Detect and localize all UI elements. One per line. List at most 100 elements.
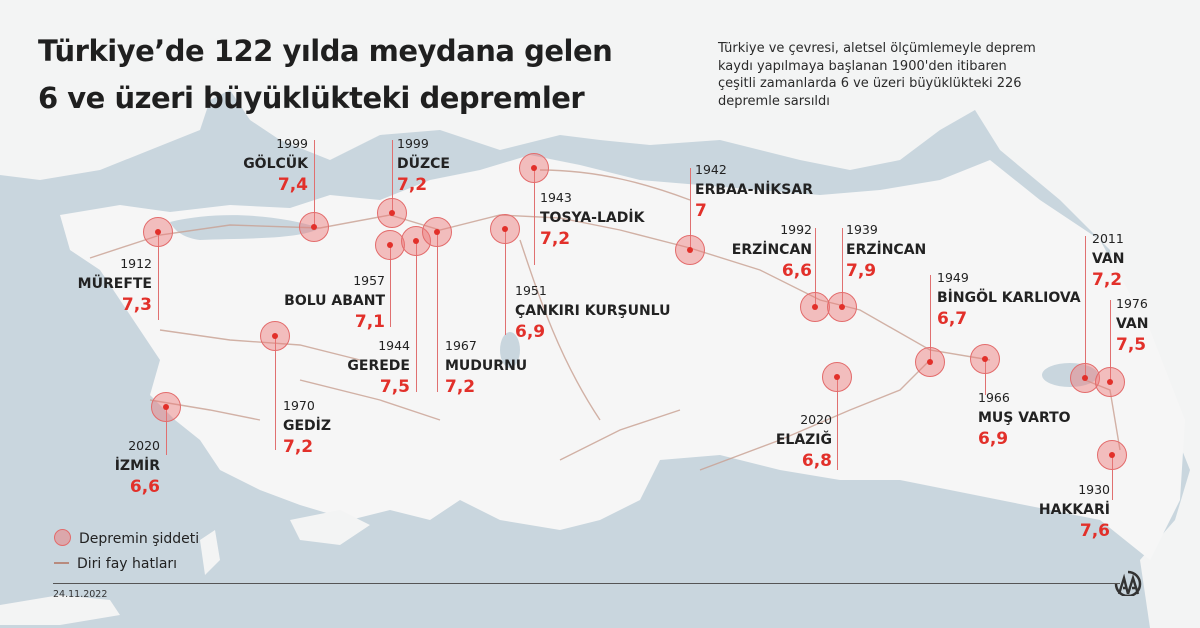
earthquake-magnitude: 7 — [695, 201, 707, 221]
earthquake-magnitude: 7,4 — [277, 175, 308, 195]
epicenter-dot — [1107, 379, 1113, 385]
earthquake-label: 1967 MUDURNU 7,2 — [445, 339, 528, 397]
earthquake-magnitude: 7,3 — [121, 295, 152, 315]
epicenter-dot — [311, 224, 317, 230]
earthquake-magnitude: 7,2 — [445, 377, 476, 397]
earthquake-year: 1966 — [978, 390, 1010, 405]
earthquake-place: VAN — [1116, 316, 1149, 332]
earthquake-year: 1951 — [515, 283, 547, 298]
fault-line-icon — [54, 562, 69, 564]
earthquake-label: 2020 ELAZIĞ 6,8 — [775, 412, 832, 470]
footer-divider — [53, 583, 1120, 584]
leader-line — [837, 377, 838, 470]
earthquake-place: ÇANKIRI KURŞUNLU — [515, 303, 671, 319]
earthquake-place: MÜREFTE — [77, 276, 152, 292]
epicenter-dot — [389, 210, 395, 216]
leader-line — [815, 228, 816, 307]
earthquake-label: 1944 GEREDE 7,5 — [347, 338, 410, 397]
epicenter-dot — [982, 356, 988, 362]
leader-line — [930, 275, 931, 362]
epicenter-dot — [531, 165, 537, 171]
earthquake-place: ERZİNCAN — [731, 242, 812, 258]
leader-line — [275, 336, 276, 450]
subtitle: Türkiye ve çevresi, aletsel ölçümlemeyle… — [718, 41, 1036, 109]
earthquake-label: 2011 VAN 7,2 — [1092, 231, 1124, 290]
earthquake-marker — [422, 217, 452, 247]
epicenter-dot — [155, 229, 161, 235]
earthquake-place: ERBAA-NİKSAR — [695, 182, 813, 198]
epicenter-dot — [1109, 452, 1115, 458]
earthquake-label: 1943 TOSYA-LADİK 7,2 — [540, 190, 645, 249]
earthquake-year: 2011 — [1092, 231, 1124, 246]
epicenter-dot — [1082, 375, 1088, 381]
earthquake-year: 2020 — [128, 438, 160, 453]
earthquake-label: 1949 BİNGÖL KARLIOVA 6,7 — [937, 270, 1081, 329]
epicenter-dot — [413, 238, 419, 244]
earthquake-magnitude: 7,5 — [1116, 335, 1147, 355]
epicenter-dot — [272, 333, 278, 339]
leader-line — [690, 168, 691, 250]
epicenter-dot — [812, 304, 818, 310]
earthquake-marker — [375, 230, 405, 260]
leader-line — [437, 232, 438, 392]
earthquake-place: İZMİR — [114, 458, 160, 474]
earthquake-year: 1944 — [378, 338, 410, 353]
leader-line — [985, 359, 986, 395]
earthquake-year: 2020 — [800, 412, 832, 427]
fault-lines — [89, 169, 1121, 471]
intensity-circle-icon — [54, 529, 71, 546]
leader-line — [390, 245, 391, 327]
earthquake-place: ELAZIĞ — [775, 432, 832, 448]
earthquake-place: MUŞ VARTO — [978, 410, 1071, 426]
marmara-sea — [170, 215, 320, 240]
earthquake-place: GEREDE — [347, 358, 410, 374]
earthquake-year: 1930 — [1078, 482, 1110, 497]
earthquake-label: 1966 MUŞ VARTO 6,9 — [978, 390, 1071, 449]
epicenter-dot — [839, 304, 845, 310]
earthquake-place: TOSYA-LADİK — [540, 210, 645, 226]
earthquake-label: 1939 ERZİNCAN 7,9 — [846, 223, 927, 280]
earthquake-magnitude: 6,9 — [515, 322, 546, 342]
title-line-2: 6 ve üzeri büyüklükteki depremler — [38, 81, 585, 115]
page-title: Türkiye’de 122 yılda meydana gelen 6 ve … — [38, 28, 613, 122]
epicenter-dot — [502, 226, 508, 232]
date: 24.11.2022 — [53, 589, 108, 600]
earthquake-place: DÜZCE — [397, 156, 450, 172]
title-line-1: Türkiye’de 122 yılda meydana gelen — [38, 34, 613, 68]
earthquake-magnitude: 7,2 — [397, 175, 428, 195]
earthquake-place: MUDURNU — [445, 358, 528, 374]
legend-intensity: Depremin şiddeti — [54, 529, 199, 547]
earthquake-place: ERZİNCAN — [846, 242, 927, 258]
earthquake-label: 1999 GÖLCÜK 7,4 — [243, 136, 308, 195]
earthquake-year: 1957 — [353, 273, 385, 288]
earthquake-label: 2020 İZMİR 6,6 — [114, 438, 160, 496]
earthquake-year: 1949 — [937, 270, 969, 285]
leader-line — [842, 228, 843, 307]
earthquake-year: 1999 — [276, 136, 308, 151]
epicenter-dot — [387, 242, 393, 248]
leader-line — [158, 232, 159, 320]
leader-line — [1085, 236, 1086, 378]
leader-line — [416, 241, 417, 392]
earthquake-place: GÖLCÜK — [243, 156, 308, 172]
earthquake-magnitude: 6,7 — [937, 309, 968, 329]
epicenter-dot — [687, 247, 693, 253]
earthquake-magnitude: 7,5 — [379, 377, 410, 397]
earthquake-magnitude: 7,2 — [540, 229, 571, 249]
earthquake-magnitude: 6,6 — [781, 261, 812, 281]
earthquake-label: 1957 BOLU ABANT 7,1 — [284, 273, 385, 331]
leader-line — [392, 140, 393, 213]
earthquake-year: 1943 — [540, 190, 572, 205]
legend-intensity-label: Depremin şiddeti — [79, 531, 200, 547]
earthquake-label: 1976 VAN 7,5 — [1116, 297, 1149, 355]
leader-line — [166, 407, 167, 455]
earthquake-label: 1942 ERBAA-NİKSAR 7 — [695, 162, 813, 221]
earthquake-year: 1942 — [695, 162, 727, 177]
earthquake-magnitude: 6,9 — [978, 429, 1009, 449]
leader-line — [1112, 455, 1113, 500]
earthquake-magnitude: 7,2 — [1092, 270, 1123, 290]
earthquake-label: 1951 ÇANKIRI KURŞUNLU 6,9 — [515, 283, 671, 342]
earthquake-place: HAKKARİ — [1038, 502, 1110, 518]
earthquake-year: 1999 — [397, 136, 429, 151]
